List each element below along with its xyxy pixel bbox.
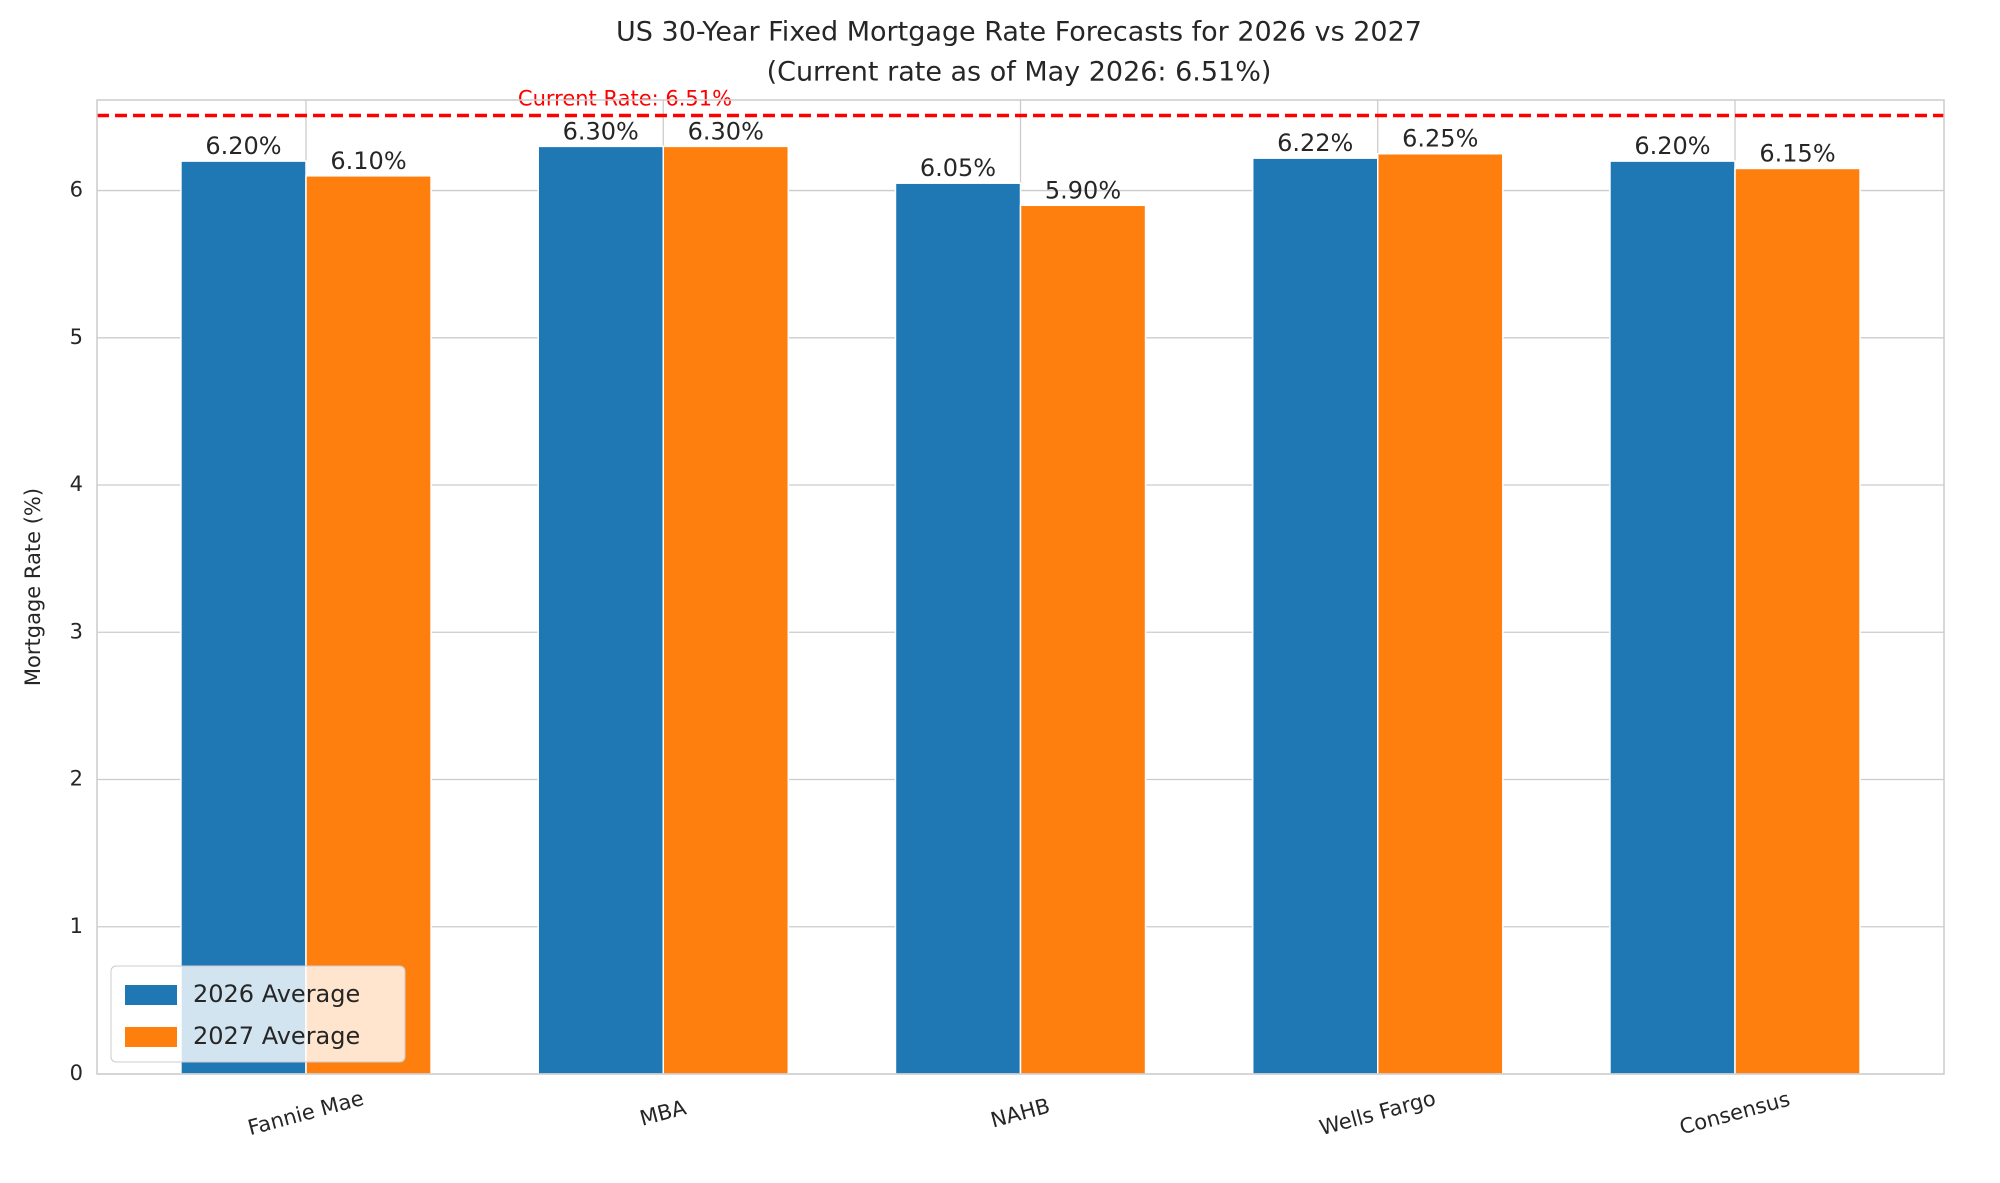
bar [1377,152,1504,1075]
value-label: 6.30% [563,117,639,145]
value-label: 6.05% [920,154,996,182]
y-tick-label: 2 [70,767,83,791]
value-label: 6.22% [1277,129,1353,157]
bar [305,175,432,1075]
legend-box [110,965,406,1063]
legend-label: 2027 Average [193,1022,360,1050]
bar [1019,204,1147,1075]
legend-label: 2026 Average [193,980,360,1008]
chart-title: US 30-Year Fixed Mortgage Rate Forecasts… [616,17,1422,48]
bar [1251,157,1379,1075]
plot-frame [96,99,1945,1075]
bar [662,145,790,1075]
bar [180,160,307,1075]
value-label: 6.25% [1402,125,1478,153]
bar [1609,160,1736,1075]
value-label: 5.90% [1045,176,1121,204]
y-tick-label: 0 [70,1061,83,1085]
y-tick-label: 4 [70,472,83,496]
value-label: 6.15% [1759,139,1835,167]
bar [1734,167,1861,1075]
value-label: 6.20% [1634,132,1710,160]
value-label: 6.30% [688,117,764,145]
bar [537,145,664,1075]
legend-swatch [125,1027,177,1047]
y-tick-label: 1 [70,914,83,938]
value-label: 6.10% [330,147,406,175]
chart-subtitle: (Current rate as of May 2026: 6.51%) [767,57,1272,88]
bar [894,182,1022,1075]
y-axis-label: Mortgage Rate (%) [21,488,45,686]
legend: 2026 Average 2027 Average [110,965,406,1063]
y-tick-label: 5 [70,325,83,349]
y-tick-label: 3 [70,619,83,643]
legend-swatch [125,985,177,1005]
y-tick-label: 6 [70,178,83,202]
reference-label: Current Rate: 6.51% [518,86,732,110]
value-label: 6.20% [205,132,281,160]
